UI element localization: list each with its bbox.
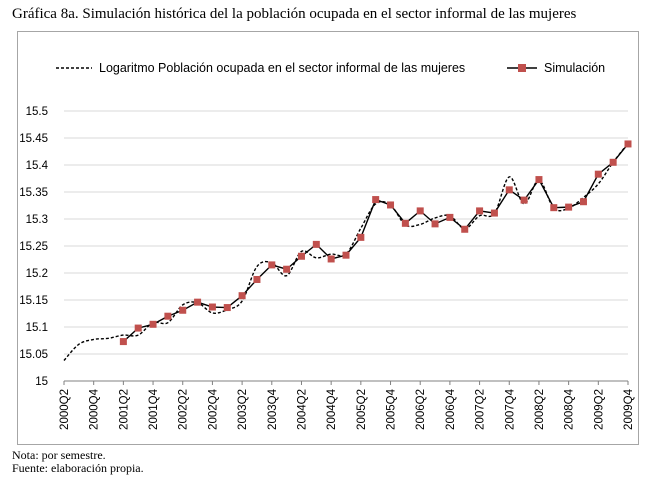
x-tick-label: 2008Q4 xyxy=(564,388,576,430)
x-tick-label: 2005Q4 xyxy=(386,388,398,430)
x-tick-label: 2007Q4 xyxy=(504,388,516,430)
x-tick-label: 2001Q4 xyxy=(148,388,160,430)
x-tick-label: 2006Q2 xyxy=(415,389,427,430)
simulation-point xyxy=(149,320,157,328)
legend-item-log-series: Logaritmo Población ocupada en el sector… xyxy=(55,61,465,75)
x-tick-label: 2004Q2 xyxy=(296,389,308,430)
simulation-point xyxy=(431,220,439,228)
simulation-point xyxy=(268,261,276,269)
y-tick-label: 15.25 xyxy=(19,241,48,253)
simulation-point xyxy=(520,196,528,204)
y-tick-label: 15.2 xyxy=(26,268,48,280)
x-tick-label: 2007Q2 xyxy=(475,389,487,430)
y-tick-label: 15 xyxy=(35,376,48,388)
simulation-point xyxy=(312,240,320,248)
x-tick-label: 2001Q2 xyxy=(118,389,130,430)
x-tick-label: 2000Q4 xyxy=(89,388,101,430)
note-text: Nota: por semestre. xyxy=(12,448,106,462)
x-tick-label: 2000Q2 xyxy=(59,389,71,430)
simulation-point xyxy=(208,303,216,311)
legend-dashed-line-icon xyxy=(56,67,92,69)
y-tick-label: 15.4 xyxy=(26,160,49,172)
x-tick-label: 2008Q2 xyxy=(534,389,546,430)
y-tick-label: 15.15 xyxy=(19,295,48,307)
simulation-point xyxy=(446,213,454,221)
simulation-point xyxy=(283,265,291,273)
y-tick-label: 15.35 xyxy=(19,187,48,199)
y-tick-label: 15.3 xyxy=(26,214,48,226)
simulation-point xyxy=(372,196,380,204)
simulation-point xyxy=(609,158,617,166)
x-tick-label: 2005Q2 xyxy=(356,389,368,430)
legend-label-log-series: Logaritmo Población ocupada en el sector… xyxy=(99,61,466,75)
simulation-point xyxy=(416,207,424,215)
simulation-point xyxy=(119,338,127,346)
simulation-point xyxy=(134,324,142,332)
simulation-point xyxy=(505,186,513,194)
simulation-point xyxy=(490,209,498,217)
series-line-simulation xyxy=(122,143,629,343)
legend-square-marker-icon xyxy=(507,64,537,72)
source-text: Fuente: elaboración propia. xyxy=(12,461,144,475)
x-tick-label: 2003Q4 xyxy=(267,388,279,430)
legend-item-simulation: Simulación xyxy=(506,61,605,75)
simulation-point xyxy=(387,201,395,209)
simulation-point xyxy=(401,219,409,227)
simulation-point xyxy=(164,312,172,320)
y-tick-label: 15.1 xyxy=(26,322,48,334)
simulation-point xyxy=(297,252,305,260)
chart-title: Gráfica 8a. Simulación histórica del la … xyxy=(12,6,577,22)
simulation-point xyxy=(624,140,632,148)
simulation-point xyxy=(565,203,573,211)
simulation-point xyxy=(357,233,365,241)
simulation-point xyxy=(223,304,231,312)
y-tick-label: 15.45 xyxy=(19,133,48,145)
simulation-point xyxy=(194,298,202,306)
simulation-point xyxy=(476,207,484,215)
chart-frame xyxy=(17,31,639,445)
simulation-point xyxy=(550,204,558,212)
simulation-point xyxy=(461,225,469,233)
y-tick-label: 15.5 xyxy=(26,106,48,118)
x-tick-label: 2003Q2 xyxy=(237,389,249,430)
y-tick-label: 15.05 xyxy=(19,349,48,361)
simulation-point xyxy=(342,251,350,259)
simulation-point xyxy=(238,292,246,300)
legend-label-simulation: Simulación xyxy=(544,61,606,75)
simulation-point xyxy=(327,255,335,263)
simulation-point xyxy=(579,198,587,206)
simulation-point xyxy=(594,170,602,178)
chart-notes: Nota: por semestre. Fuente: elaboración … xyxy=(12,449,144,475)
x-tick-label: 2004Q4 xyxy=(326,388,338,430)
simulation-point xyxy=(535,176,543,184)
x-tick-label: 2002Q4 xyxy=(207,388,219,430)
x-tick-label: 2009Q2 xyxy=(593,389,605,430)
simulation-point xyxy=(179,306,187,314)
x-tick-label: 2002Q2 xyxy=(178,389,190,430)
x-tick-label: 2009Q4 xyxy=(623,388,635,430)
x-tick-label: 2006Q4 xyxy=(445,388,457,430)
simulation-point xyxy=(253,275,261,283)
